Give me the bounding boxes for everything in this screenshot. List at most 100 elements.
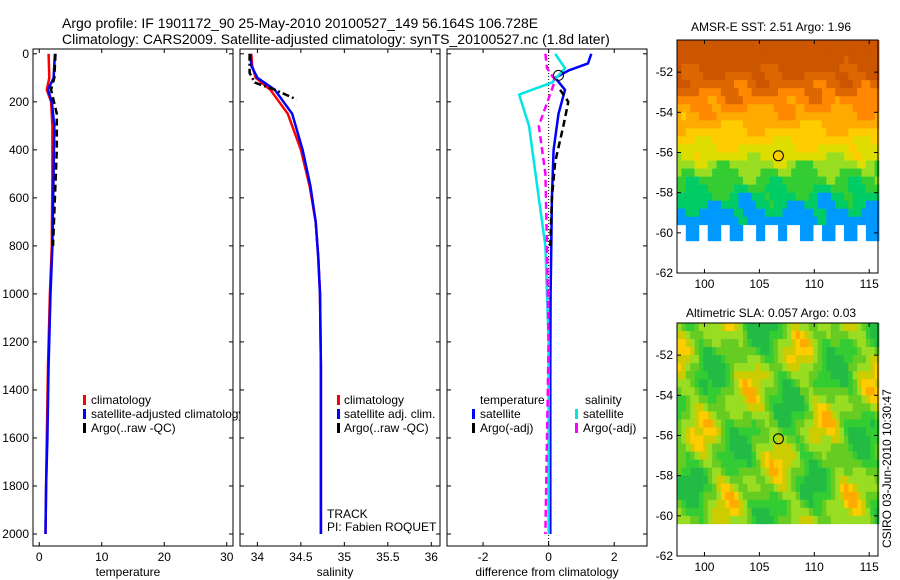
heatmap-cell (782, 387, 788, 396)
heatmap-cell (698, 136, 704, 145)
heatmap-cell (716, 136, 722, 145)
heatmap-cell (835, 40, 840, 49)
heatmap-cell (698, 427, 704, 436)
y-tick-label: 800 (9, 239, 29, 253)
heatmap-cell (707, 339, 713, 348)
heatmap-cell (720, 363, 726, 372)
heatmap-cell (852, 232, 858, 242)
heatmap-cell (791, 395, 796, 404)
heatmap-cell (751, 56, 757, 65)
heatmap-cell (791, 200, 796, 210)
heatmap-cell (786, 216, 792, 226)
heatmap-cell (690, 56, 695, 65)
heatmap-cell (865, 200, 871, 210)
heatmap-cell (773, 499, 779, 509)
heatmap-cell (782, 483, 788, 493)
heatmap-cell (804, 200, 810, 210)
heatmap-cell (751, 48, 757, 57)
heatmap-cell (843, 200, 849, 210)
heatmap-cell (694, 72, 700, 81)
heatmap-cell (778, 40, 783, 49)
heatmap-cell (852, 224, 858, 234)
heatmap-cell (698, 200, 704, 210)
heatmap-cell (698, 435, 704, 444)
heatmap-cell (720, 128, 726, 137)
heatmap-cell (830, 136, 836, 145)
heatmap-cell (813, 459, 818, 468)
heatmap-cell (677, 96, 682, 105)
heatmap-cell (729, 459, 735, 468)
heatmap-cell (821, 459, 827, 468)
heatmap-cell (703, 467, 709, 476)
heatmap-cell (826, 435, 832, 444)
heatmap-cell (804, 363, 810, 372)
heatmap-cell (830, 128, 836, 137)
heatmap-cell (720, 347, 726, 356)
heatmap-cell (747, 56, 752, 65)
heatmap-cell (677, 88, 682, 97)
heatmap-cell (716, 443, 722, 452)
heatmap-cell (782, 347, 788, 356)
heatmap-cell (843, 40, 849, 49)
heatmap-cell (716, 48, 722, 57)
heatmap-cell (734, 507, 739, 517)
heatmap-cell (848, 152, 854, 161)
heatmap-cell (791, 40, 796, 49)
heatmap-cell (677, 427, 682, 436)
heatmap-cell (870, 419, 875, 428)
heatmap-cell (698, 363, 704, 372)
heatmap-cell (698, 216, 704, 226)
heatmap-cell (848, 120, 854, 129)
heatmap-cell (681, 467, 687, 476)
heatmap-cell (720, 491, 726, 501)
heatmap-cell (870, 395, 875, 404)
heatmap-cell (782, 435, 788, 444)
heatmap-cell (773, 363, 779, 372)
heatmap-cell (703, 72, 709, 81)
heatmap-cell (843, 160, 849, 169)
heatmap-cell (791, 176, 796, 185)
heatmap-cell (857, 152, 862, 161)
heatmap-cell (690, 120, 695, 129)
heatmap-cell (720, 443, 726, 452)
heatmap-cell (742, 323, 748, 332)
heatmap-cell (760, 451, 766, 460)
heatmap-cell (707, 160, 713, 169)
heatmap-cell (677, 216, 682, 226)
heatmap-cell (738, 395, 744, 404)
heatmap-cell (769, 331, 774, 340)
heatmap-cell (677, 48, 682, 57)
heatmap-cell (685, 387, 691, 396)
heatmap-cell (677, 104, 682, 113)
heatmap-cell (764, 339, 770, 348)
heatmap-cell (712, 363, 717, 372)
heatmap-cell (694, 168, 700, 177)
heatmap-cell (874, 56, 880, 65)
heatmap-cell (791, 56, 796, 65)
heatmap-cell (712, 152, 717, 161)
heatmap-cell (791, 427, 796, 436)
heatmap-cell (716, 80, 722, 89)
heatmap-cell (738, 427, 744, 436)
heatmap-cell (848, 507, 854, 517)
heatmap-cell (865, 224, 871, 234)
heatmap-cell (870, 128, 875, 137)
heatmap-cell (874, 184, 880, 193)
heatmap-cell (742, 168, 748, 177)
heatmap-cell (848, 411, 854, 420)
heatmap-cell (690, 435, 695, 444)
heatmap-cell (773, 200, 779, 210)
heatmap-cell (756, 40, 761, 49)
heatmap-cell (756, 491, 761, 501)
heatmap-cell (778, 200, 783, 210)
y-tick-label: -58 (656, 186, 674, 200)
heatmap-cell (694, 331, 700, 340)
heatmap-cell (791, 144, 796, 153)
heatmap-cell (817, 120, 823, 129)
heatmap-cell (786, 355, 792, 364)
heatmap-cell (756, 88, 761, 97)
heatmap-cell (839, 379, 845, 388)
heatmap-cell (773, 176, 779, 185)
heatmap-cell (848, 355, 854, 364)
heatmap-cell (698, 112, 704, 121)
